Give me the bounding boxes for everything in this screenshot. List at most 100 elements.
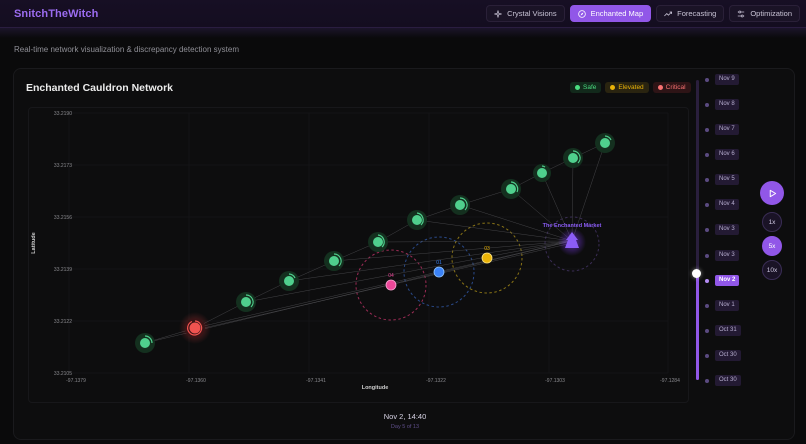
timeline-date: Nov 4 bbox=[715, 199, 739, 210]
market-range bbox=[544, 216, 600, 272]
current-datetime: Nov 2, 14:40 bbox=[383, 412, 427, 421]
nav-label: Forecasting bbox=[677, 9, 717, 18]
market-icon bbox=[565, 232, 579, 248]
speed-5x-button[interactable]: 5x bbox=[762, 236, 782, 256]
timeline-date: Nov 6 bbox=[715, 149, 739, 160]
witch-id: 03 bbox=[484, 246, 490, 252]
x-tick: -97.1341 bbox=[306, 378, 326, 384]
panel-title: Enchanted Cauldron Network bbox=[26, 82, 174, 94]
timeline-slider-track[interactable] bbox=[696, 80, 699, 380]
cauldron-node[interactable] bbox=[279, 271, 299, 291]
grid-lines bbox=[68, 112, 669, 374]
sliders-icon bbox=[738, 10, 745, 17]
timeline-item[interactable]: Nov 1 bbox=[705, 300, 739, 311]
x-axis-ticks: -97.1379 -97.1360 -97.1341 -97.1322 -97.… bbox=[66, 378, 680, 384]
nav-forecasting[interactable]: Forecasting bbox=[656, 5, 725, 22]
legend-elevated: Elevated bbox=[605, 82, 649, 93]
brand-logo[interactable]: SnitchTheWitch bbox=[14, 8, 99, 20]
timeline-item[interactable]: Nov 3 bbox=[705, 250, 739, 261]
cauldron-node[interactable] bbox=[324, 251, 344, 271]
x-tick: -97.1379 bbox=[66, 378, 86, 384]
timeline-item[interactable]: Oct 30 bbox=[705, 350, 741, 361]
cauldron-node[interactable] bbox=[450, 195, 470, 215]
elevated-dot-icon bbox=[610, 85, 616, 90]
y-tick: 33.2139 bbox=[54, 267, 72, 273]
timeline-item[interactable]: Nov 9 bbox=[705, 74, 739, 85]
y-tick: 33.2190 bbox=[54, 111, 72, 117]
timeline-date: Oct 31 bbox=[715, 325, 741, 336]
witch-ranges bbox=[355, 216, 600, 321]
play-button[interactable] bbox=[760, 181, 784, 205]
timeline-dot-icon bbox=[705, 127, 709, 132]
enchanted-market[interactable]: The Enchanted Market bbox=[543, 223, 602, 256]
timeline-date: Nov 2 bbox=[715, 275, 740, 286]
legend-label: Elevated bbox=[618, 84, 644, 91]
y-axis-label: Latitude bbox=[31, 232, 37, 253]
timeline-item[interactable]: Oct 30 bbox=[705, 375, 741, 386]
timeline-dot-icon bbox=[705, 152, 709, 157]
y-tick: 33.2156 bbox=[54, 215, 72, 221]
page-subtitle: Real-time network visualization & discre… bbox=[14, 45, 239, 54]
y-axis-ticks: 33.2190 33.2173 33.2156 33.2139 33.2122 … bbox=[54, 111, 72, 377]
timeline-item-active[interactable]: Nov 2 bbox=[705, 275, 740, 286]
chart-frame bbox=[28, 107, 689, 403]
timeline-dot-icon bbox=[705, 253, 709, 258]
cauldron-node[interactable] bbox=[236, 292, 256, 312]
witch-04[interactable]: 04 bbox=[385, 273, 397, 291]
nav-enchanted-map[interactable]: Enchanted Map bbox=[569, 5, 652, 22]
timeline-item[interactable]: Nov 7 bbox=[705, 124, 739, 135]
speed-1x-button[interactable]: 1x bbox=[762, 212, 782, 232]
legend-label: Critical bbox=[665, 84, 686, 91]
legend-label: Safe bbox=[583, 84, 597, 91]
timeline-date: Oct 30 bbox=[715, 350, 741, 361]
timeline-date: Nov 5 bbox=[715, 174, 739, 185]
x-axis-label: Longitude bbox=[362, 385, 389, 391]
header-glow bbox=[0, 28, 806, 38]
y-tick: 33.2105 bbox=[54, 371, 72, 377]
nav-label: Enchanted Map bbox=[590, 9, 644, 18]
cauldron-node[interactable] bbox=[533, 164, 551, 182]
cauldron-node[interactable] bbox=[595, 133, 615, 153]
speed-10x-button[interactable]: 10x bbox=[762, 260, 782, 280]
witch-04-range bbox=[355, 249, 427, 321]
nav-label: Crystal Visions bbox=[507, 9, 557, 18]
cauldron-node[interactable] bbox=[135, 333, 155, 353]
x-tick: -97.1284 bbox=[660, 378, 680, 384]
witch-01[interactable]: 01 bbox=[433, 260, 445, 278]
status-legend: Safe Elevated Critical bbox=[570, 82, 691, 93]
timeline-item[interactable]: Nov 8 bbox=[705, 99, 739, 110]
timeline-dot-icon bbox=[705, 177, 709, 182]
witch-01-range bbox=[403, 236, 475, 308]
timeline-date: Oct 30 bbox=[715, 375, 741, 386]
nav-optimization[interactable]: Optimization bbox=[729, 5, 800, 22]
timeline-item[interactable]: Oct 31 bbox=[705, 325, 741, 336]
y-tick: 33.2122 bbox=[54, 319, 72, 325]
timeline-slider-handle[interactable] bbox=[692, 269, 701, 278]
y-tick: 33.2173 bbox=[54, 163, 72, 169]
timeline-item[interactable]: Nov 4 bbox=[705, 199, 739, 210]
network-map-chart[interactable]: 33.2190 33.2173 33.2156 33.2139 33.2122 … bbox=[14, 69, 796, 409]
sparkles-icon bbox=[494, 9, 502, 18]
cauldron-node[interactable] bbox=[368, 232, 388, 252]
timeline-dot-icon bbox=[705, 328, 709, 333]
timeline-dot-icon bbox=[705, 77, 709, 82]
x-tick: -97.1303 bbox=[545, 378, 565, 384]
witch-id: 04 bbox=[388, 273, 394, 279]
day-counter: Day 5 of 13 bbox=[390, 424, 420, 430]
cauldron-node[interactable] bbox=[407, 210, 427, 230]
timeline-item[interactable]: Nov 3 bbox=[705, 224, 739, 235]
timeline-item[interactable]: Nov 6 bbox=[705, 149, 739, 160]
timeline-dot-icon bbox=[705, 303, 709, 308]
timeline-item[interactable]: Nov 5 bbox=[705, 174, 739, 185]
timeline-dot-icon bbox=[705, 278, 709, 283]
timeline-dot-icon bbox=[705, 102, 709, 107]
play-icon bbox=[769, 189, 776, 197]
cauldron-node-critical[interactable] bbox=[179, 312, 211, 344]
witch-03[interactable]: 03 bbox=[481, 246, 493, 264]
nav-crystal-visions[interactable]: Crystal Visions bbox=[486, 5, 565, 22]
witch-03-range bbox=[451, 222, 523, 294]
cauldron-node[interactable] bbox=[563, 148, 583, 168]
cauldron-nodes bbox=[135, 133, 615, 353]
cauldron-node[interactable] bbox=[501, 179, 521, 199]
x-tick: -97.1322 bbox=[426, 378, 446, 384]
